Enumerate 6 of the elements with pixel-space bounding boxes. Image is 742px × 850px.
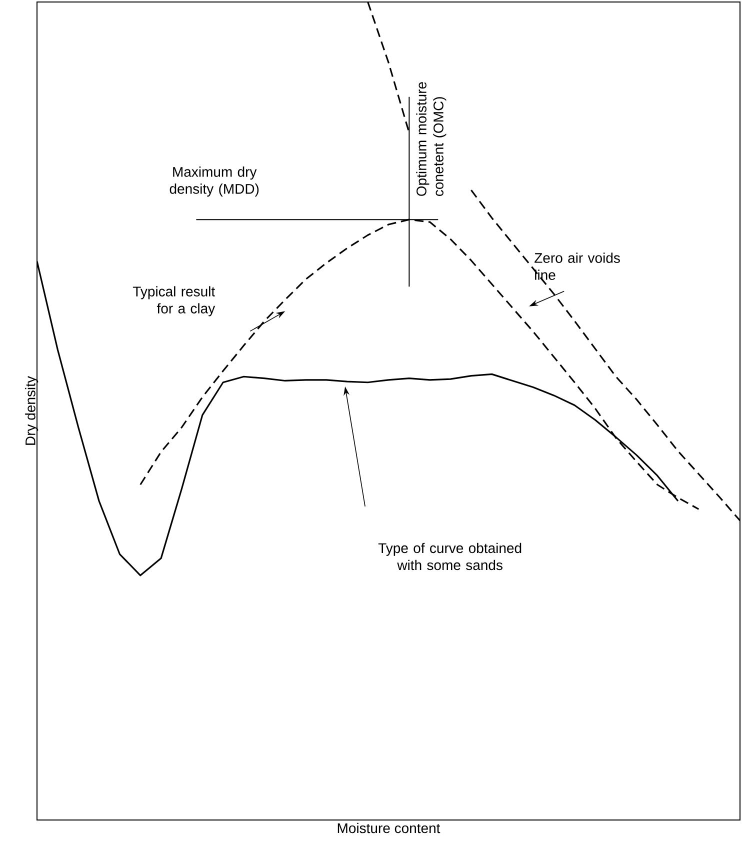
- annotation: Optimum moisture conetent (OMC): [416, 82, 446, 196]
- annotation: Type of curve obtained with some sands: [378, 542, 522, 570]
- ref-line-label: Maximum dry density (MDD): [170, 166, 259, 197]
- y-axis-title: Dry density: [25, 376, 38, 445]
- x-axis-title: Moisture content: [338, 822, 440, 834]
- annotation: Typical result for a clay: [132, 286, 216, 316]
